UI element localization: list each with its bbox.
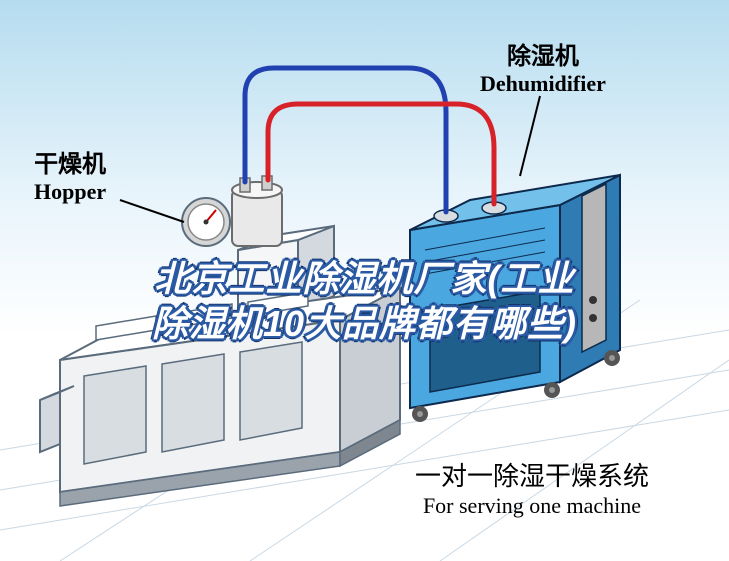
caption: 一对一除湿干燥系统 For serving one machine <box>415 456 649 519</box>
label-dehumidifier: 除湿机 Dehumidifier <box>480 36 606 97</box>
overlay-line2: 除湿机10大品牌都有哪些) <box>152 303 577 344</box>
hose-red <box>268 104 494 204</box>
hopper-dryer <box>182 176 282 246</box>
overlay-title: 北京工业除湿机厂家(工业 除湿机10大品牌都有哪些) <box>55 256 675 346</box>
label-hopper-cn: 干燥机 <box>34 144 106 179</box>
label-hopper-en: Hopper <box>34 179 106 205</box>
pointer-hopper <box>120 200 184 222</box>
pointer-dehumidifier <box>520 96 540 176</box>
label-dehumidifier-cn: 除湿机 <box>480 36 606 71</box>
caption-en: For serving one machine <box>415 493 649 519</box>
overlay-line1: 北京工业除湿机厂家(工业 <box>155 258 575 299</box>
label-hopper: 干燥机 Hopper <box>34 144 106 205</box>
label-dehumidifier-en: Dehumidifier <box>480 71 606 97</box>
caption-cn: 一对一除湿干燥系统 <box>415 456 649 493</box>
